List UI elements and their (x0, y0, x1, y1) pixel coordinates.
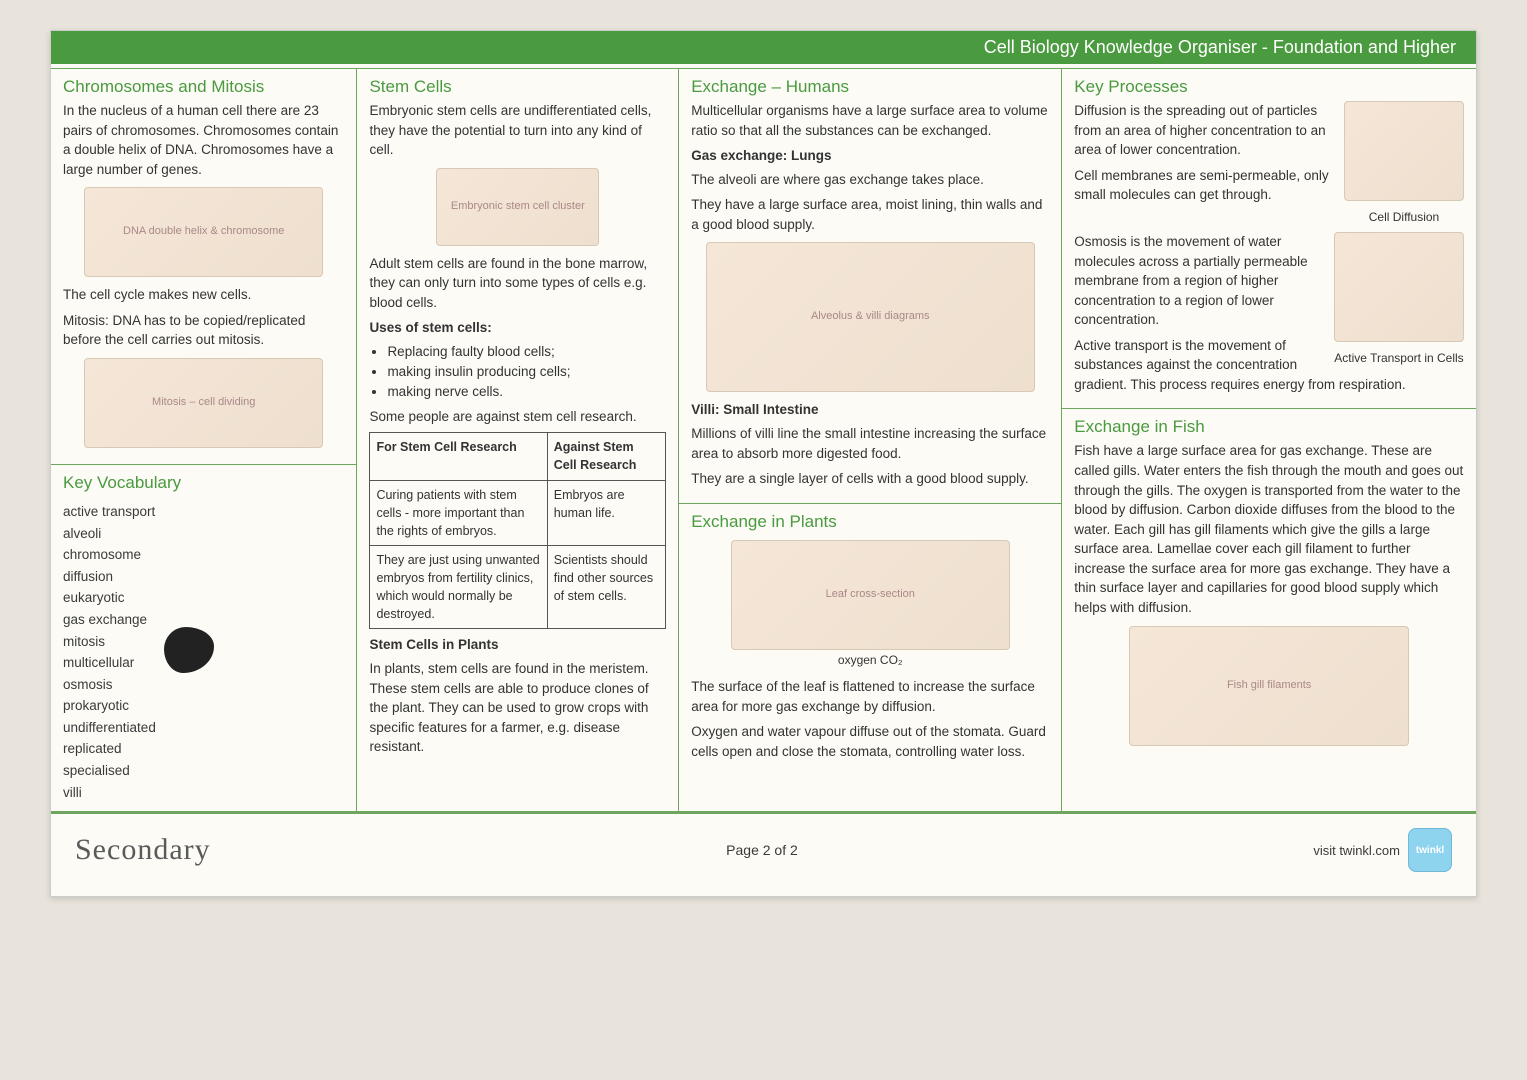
content-grid: Chromosomes and Mitosis In the nucleus o… (51, 68, 1476, 814)
villi-head: Villi: Small Intestine (691, 400, 1049, 420)
vocab-item: chromosome (63, 544, 156, 566)
stem-uses-head: Uses of stem cells: (369, 318, 666, 338)
gas-exchange-head: Gas exchange: Lungs (691, 146, 1049, 166)
vocab-item: multicellular (63, 652, 156, 674)
exhumans-p1: Multicellular organisms have a large sur… (691, 101, 1049, 140)
alveolus-villi-image: Alveolus & villi diagrams (706, 242, 1035, 392)
vocab-item: gas exchange (63, 609, 156, 631)
vocab-item: replicated (63, 738, 156, 760)
stem-use-item: Replacing faulty blood cells; (387, 342, 666, 362)
page-footer: Secondary Page 2 of 2 visit twinkl.com t… (51, 814, 1476, 876)
keyproc-title: Key Processes (1074, 77, 1464, 97)
exhumans-p3: They have a large surface area, moist li… (691, 195, 1049, 234)
dna-helix-image: DNA double helix & chromosome (84, 187, 323, 277)
debate-cell: Scientists should find other sources of … (547, 545, 665, 629)
footer-page-number: Page 2 of 2 (726, 842, 798, 858)
vocab-item: diffusion (63, 566, 156, 588)
embryonic-cell-image: Embryonic stem cell cluster (436, 168, 599, 246)
chromosomes-title: Chromosomes and Mitosis (63, 77, 344, 97)
section-key-processes: Key Processes Cell Diffusion Diffusion i… (1062, 69, 1476, 409)
vocab-item: specialised (63, 760, 156, 782)
stem-plants-head: Stem Cells in Plants (369, 635, 666, 655)
vocab-item: osmosis (63, 674, 156, 696)
leaf-cross-section-image: Leaf cross-section (731, 540, 1010, 650)
stem-use-item: making nerve cells. (387, 382, 666, 402)
vocab-item: prokaryotic (63, 695, 156, 717)
explants-title: Exchange in Plants (691, 512, 1049, 532)
fish-title: Exchange in Fish (1074, 417, 1464, 437)
section-exchange-fish: Exchange in Fish Fish have a large surfa… (1062, 409, 1476, 761)
explants-p1: The surface of the leaf is flattened to … (691, 677, 1049, 716)
vocab-title: Key Vocabulary (63, 473, 344, 493)
vocab-list: active transport alveoli chromosome diff… (63, 501, 156, 803)
fish-gill-image: Fish gill filaments (1129, 626, 1410, 746)
cell-diffusion-caption: Cell Diffusion (1344, 209, 1464, 226)
page-banner: Cell Biology Knowledge Organiser - Found… (51, 31, 1476, 64)
active-transport-image (1334, 232, 1464, 342)
section-exchange-plants: Exchange in Plants Leaf cross-section ox… (679, 504, 1061, 776)
stem-debate-table: For Stem Cell Research Against Stem Cell… (369, 432, 666, 629)
vocab-item: villi (63, 782, 156, 804)
column-1: Chromosomes and Mitosis In the nucleus o… (51, 69, 357, 811)
stem-use-item: making insulin producing cells; (387, 362, 666, 382)
section-chromosomes: Chromosomes and Mitosis In the nucleus o… (51, 69, 356, 465)
vocab-item: eukaryotic (63, 587, 156, 609)
explants-p2: Oxygen and water vapour diffuse out of t… (691, 722, 1049, 761)
active-transport-caption: Active Transport in Cells (1334, 350, 1464, 367)
column-4: Key Processes Cell Diffusion Diffusion i… (1062, 69, 1476, 811)
vocab-item: active transport (63, 501, 156, 523)
debate-header-for: For Stem Cell Research (370, 433, 547, 480)
section-stem-cells: Stem Cells Embryonic stem cells are undi… (357, 69, 678, 771)
stem-p3: Some people are against stem cell resear… (369, 407, 666, 427)
worksheet-page: Cell Biology Knowledge Organiser - Found… (50, 30, 1477, 897)
mitosis-image: Mitosis – cell dividing (84, 358, 323, 448)
cell-diffusion-image (1344, 101, 1464, 201)
twinkl-logo-icon: twinkl (1408, 828, 1452, 872)
section-vocab: Key Vocabulary active transport alveoli … (51, 465, 356, 811)
stem-uses-list: Replacing faulty blood cells; making ins… (369, 342, 666, 403)
stem-title: Stem Cells (369, 77, 666, 97)
chromosomes-p2: The cell cycle makes new cells. (63, 285, 344, 305)
debate-cell: Curing patients with stem cells - more i… (370, 480, 547, 545)
exhumans-title: Exchange – Humans (691, 77, 1049, 97)
vocab-item: alveoli (63, 523, 156, 545)
stem-p1: Embryonic stem cells are undifferentiate… (369, 101, 666, 160)
vocab-item: mitosis (63, 631, 156, 653)
ink-blot-icon (164, 627, 214, 673)
chromosomes-p3: Mitosis: DNA has to be copied/replicated… (63, 311, 344, 350)
vocab-item: undifferentiated (63, 717, 156, 739)
debate-cell: They are just using unwanted embryos fro… (370, 545, 547, 629)
column-3: Exchange – Humans Multicellular organism… (679, 69, 1062, 811)
debate-header-against: Against Stem Cell Research (547, 433, 665, 480)
leaf-caption: oxygen CO₂ (691, 652, 1049, 669)
column-2: Stem Cells Embryonic stem cells are undi… (357, 69, 679, 811)
section-exchange-humans: Exchange – Humans Multicellular organism… (679, 69, 1061, 504)
exhumans-p2: The alveoli are where gas exchange takes… (691, 170, 1049, 190)
fish-p1: Fish have a large surface area for gas e… (1074, 441, 1464, 617)
exhumans-p4: Millions of villi line the small intesti… (691, 424, 1049, 463)
exhumans-p5: They are a single layer of cells with a … (691, 469, 1049, 489)
chromosomes-p1: In the nucleus of a human cell there are… (63, 101, 344, 179)
stem-p2: Adult stem cells are found in the bone m… (369, 254, 666, 313)
stem-plants-p: In plants, stem cells are found in the m… (369, 659, 666, 757)
footer-left-brand: Secondary (75, 833, 211, 867)
footer-visit-link: visit twinkl.com (1313, 843, 1400, 858)
debate-cell: Embryos are human life. (547, 480, 665, 545)
